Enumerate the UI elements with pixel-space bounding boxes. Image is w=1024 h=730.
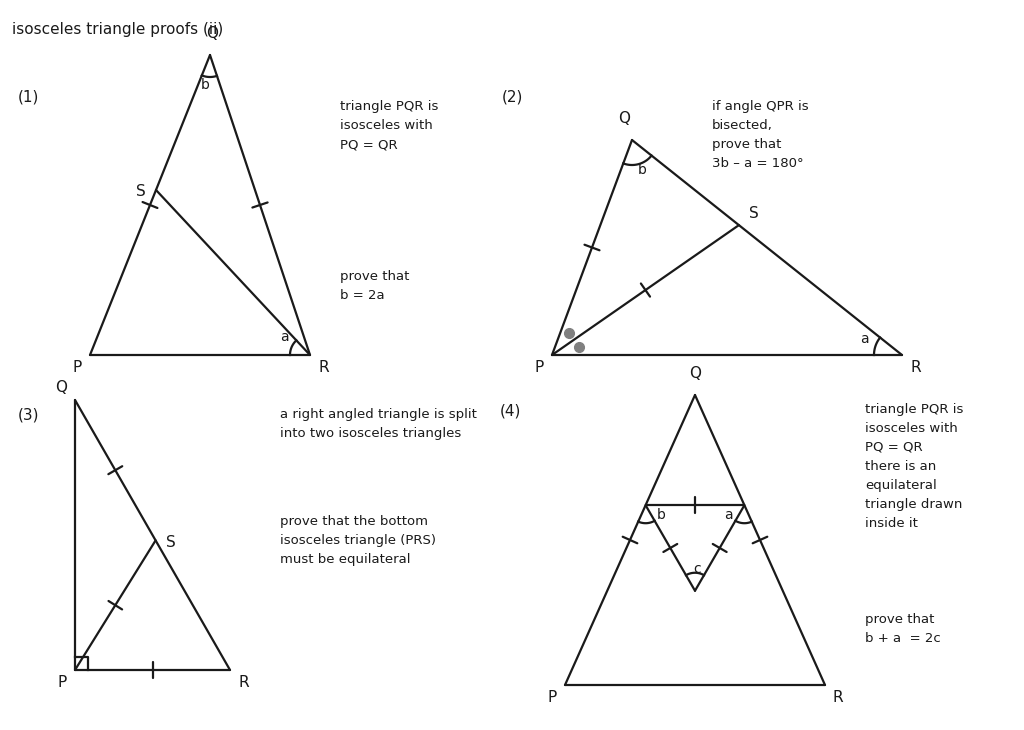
Text: b: b	[638, 163, 646, 177]
Text: a: a	[860, 332, 868, 346]
Text: prove that the bottom
isosceles triangle (PRS)
must be equilateral: prove that the bottom isosceles triangle…	[280, 515, 436, 566]
Text: a: a	[724, 508, 733, 522]
Text: Q: Q	[55, 380, 67, 395]
Text: a right angled triangle is split
into two isosceles triangles: a right angled triangle is split into tw…	[280, 408, 477, 440]
Text: isosceles triangle proofs (ii): isosceles triangle proofs (ii)	[12, 22, 223, 37]
Text: R: R	[833, 690, 844, 705]
Text: (1): (1)	[18, 90, 39, 105]
Text: triangle PQR is
isosceles with
PQ = QR
there is an
equilateral
triangle drawn
in: triangle PQR is isosceles with PQ = QR t…	[865, 403, 964, 530]
Text: P: P	[73, 360, 82, 375]
Text: Q: Q	[689, 366, 701, 381]
Text: b: b	[201, 78, 210, 92]
Text: c: c	[693, 562, 700, 576]
Text: P: P	[57, 675, 67, 690]
Text: (4): (4)	[500, 403, 521, 418]
Text: a: a	[280, 330, 289, 344]
Text: Q: Q	[618, 111, 630, 126]
Text: R: R	[910, 360, 921, 375]
Text: R: R	[318, 360, 329, 375]
Text: (3): (3)	[18, 408, 40, 423]
Text: P: P	[535, 360, 544, 375]
Text: triangle PQR is
isosceles with
PQ = QR: triangle PQR is isosceles with PQ = QR	[340, 100, 438, 151]
Text: R: R	[238, 675, 249, 690]
Text: Q: Q	[206, 26, 218, 41]
Text: prove that
b = 2a: prove that b = 2a	[340, 270, 410, 302]
Text: (2): (2)	[502, 90, 523, 105]
Text: if angle QPR is
bisected,
prove that
3b – a = 180°: if angle QPR is bisected, prove that 3b …	[712, 100, 809, 170]
Text: prove that
b + a  = 2c: prove that b + a = 2c	[865, 613, 941, 645]
Text: S: S	[749, 206, 759, 221]
Text: b: b	[657, 508, 666, 522]
Text: S: S	[166, 535, 175, 550]
Text: P: P	[548, 690, 557, 705]
Text: S: S	[136, 185, 146, 199]
